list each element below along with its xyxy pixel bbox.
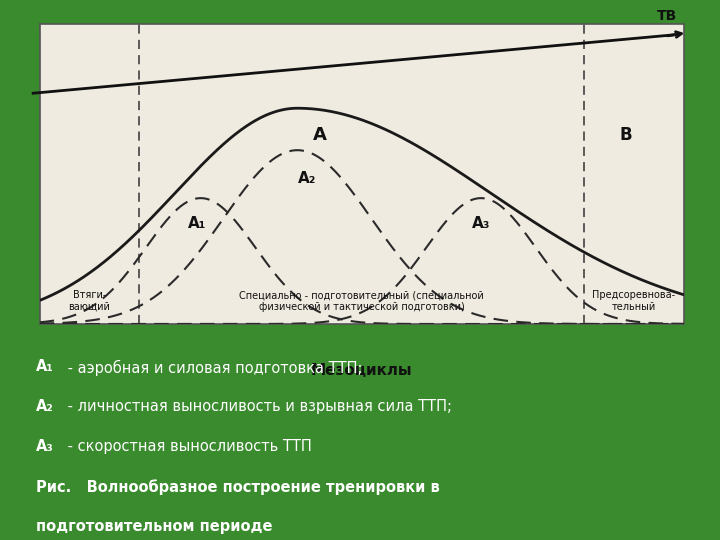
Text: Мезоциклы: Мезоциклы	[311, 363, 413, 378]
Text: А₁: А₁	[36, 360, 54, 374]
Text: А: А	[313, 126, 327, 144]
Text: Втяги-
вающий: Втяги- вающий	[68, 291, 110, 312]
Text: А₃: А₃	[472, 216, 490, 231]
Text: - аэробная и силовая подготовка ТТП;: - аэробная и силовая подготовка ТТП;	[63, 360, 363, 376]
Text: ТВ: ТВ	[657, 9, 678, 23]
Text: А₃: А₃	[36, 440, 54, 455]
Text: А₁: А₁	[189, 216, 207, 231]
Text: А₂: А₂	[298, 171, 316, 186]
Text: - личностная выносливость и взрывная сила ТТП;: - личностная выносливость и взрывная сил…	[63, 400, 452, 414]
Text: Рис.   Волнообразное построение тренировки в: Рис. Волнообразное построение тренировки…	[36, 480, 440, 495]
Text: А₂: А₂	[36, 400, 54, 414]
Text: Предсоревнова-
тельный: Предсоревнова- тельный	[593, 291, 675, 312]
Text: В: В	[620, 126, 632, 144]
Text: - скоростная выносливость ТТП: - скоростная выносливость ТТП	[63, 440, 312, 455]
Text: подготовительном периоде: подготовительном периоде	[36, 519, 272, 535]
Text: Специально - подготовительный (специальной
физической и тактической подготовки): Специально - подготовительный (специальн…	[240, 291, 484, 312]
